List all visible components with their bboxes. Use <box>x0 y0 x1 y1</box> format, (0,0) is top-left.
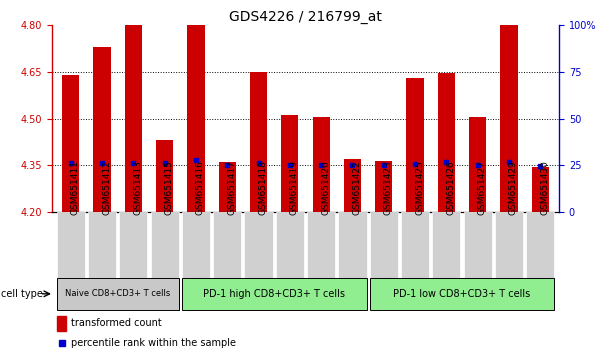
Bar <box>500 25 518 212</box>
Text: PD-1 low CD8+CD3+ T cells: PD-1 low CD8+CD3+ T cells <box>393 289 530 299</box>
Text: GSM651423: GSM651423 <box>384 160 393 215</box>
Bar <box>437 73 455 212</box>
Text: GSM651425: GSM651425 <box>415 160 424 215</box>
FancyBboxPatch shape <box>370 278 554 310</box>
Bar <box>62 75 79 212</box>
Text: GSM651430: GSM651430 <box>540 160 549 215</box>
FancyBboxPatch shape <box>338 212 367 283</box>
Text: GSM651426: GSM651426 <box>447 160 455 215</box>
FancyBboxPatch shape <box>370 212 398 283</box>
Bar <box>532 167 549 212</box>
Bar <box>57 316 66 331</box>
Text: percentile rank within the sample: percentile rank within the sample <box>71 338 236 348</box>
FancyBboxPatch shape <box>433 212 461 283</box>
Title: GDS4226 / 216799_at: GDS4226 / 216799_at <box>229 10 382 24</box>
FancyBboxPatch shape <box>307 212 335 283</box>
Text: GSM651416: GSM651416 <box>196 160 205 215</box>
Text: GSM651427: GSM651427 <box>478 160 487 215</box>
Bar <box>313 117 330 212</box>
FancyBboxPatch shape <box>119 212 147 283</box>
Text: cell type: cell type <box>1 289 43 299</box>
FancyBboxPatch shape <box>464 212 492 283</box>
Bar <box>188 25 205 212</box>
FancyBboxPatch shape <box>182 278 367 310</box>
Text: GSM651417: GSM651417 <box>227 160 236 215</box>
FancyBboxPatch shape <box>495 212 523 283</box>
Bar <box>250 72 267 212</box>
Text: GSM651412: GSM651412 <box>102 160 111 215</box>
FancyBboxPatch shape <box>57 212 85 283</box>
Text: GSM651429: GSM651429 <box>509 160 518 215</box>
Bar <box>375 161 392 212</box>
Text: Naive CD8+CD3+ T cells: Naive CD8+CD3+ T cells <box>65 289 170 298</box>
Text: GSM651422: GSM651422 <box>353 161 362 215</box>
Bar <box>344 159 361 212</box>
FancyBboxPatch shape <box>401 212 429 283</box>
Bar <box>219 162 236 212</box>
FancyBboxPatch shape <box>213 212 241 283</box>
Text: PD-1 high CD8+CD3+ T cells: PD-1 high CD8+CD3+ T cells <box>203 289 345 299</box>
Bar <box>125 25 142 212</box>
FancyBboxPatch shape <box>150 212 179 283</box>
Bar <box>406 78 423 212</box>
Text: GSM651413: GSM651413 <box>133 160 142 215</box>
Text: GSM651420: GSM651420 <box>321 160 330 215</box>
Text: transformed count: transformed count <box>71 318 162 329</box>
Text: GSM651411: GSM651411 <box>71 160 79 215</box>
Text: GSM651418: GSM651418 <box>258 160 268 215</box>
FancyBboxPatch shape <box>57 278 179 310</box>
Text: GSM651415: GSM651415 <box>164 160 174 215</box>
FancyBboxPatch shape <box>276 212 304 283</box>
Bar <box>281 115 298 212</box>
FancyBboxPatch shape <box>526 212 554 283</box>
Bar <box>156 141 174 212</box>
Bar <box>93 47 111 212</box>
FancyBboxPatch shape <box>244 212 273 283</box>
Bar <box>469 117 486 212</box>
Text: GSM651419: GSM651419 <box>290 160 299 215</box>
FancyBboxPatch shape <box>182 212 210 283</box>
FancyBboxPatch shape <box>88 212 116 283</box>
